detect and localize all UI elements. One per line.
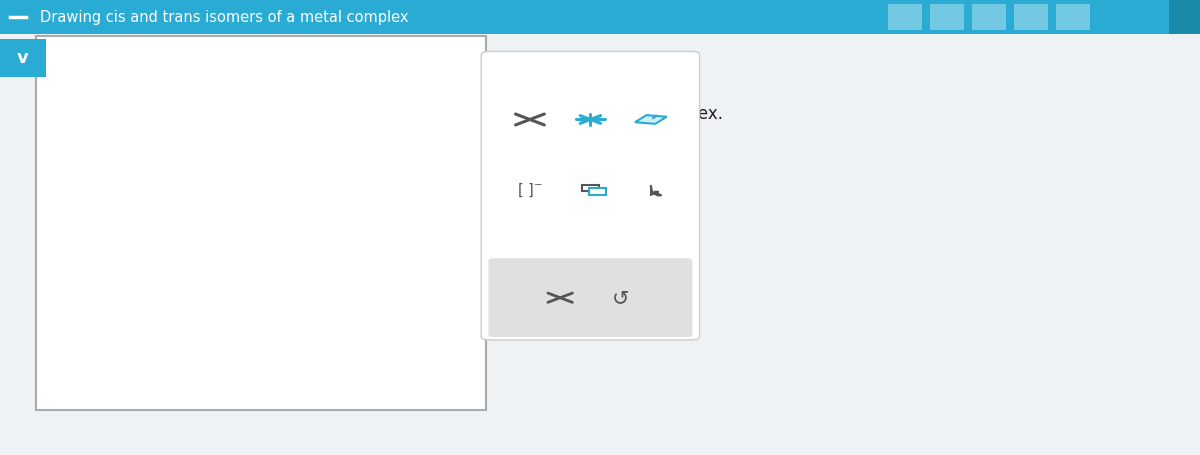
Bar bbox=[1169, 0, 1200, 34]
Bar bbox=[582, 185, 599, 191]
Text: $\left[\mathrm{CrCl_2(NH_3)_4}\right]^+$: $\left[\mathrm{CrCl_2(NH_3)_4}\right]^+$ bbox=[464, 102, 593, 125]
Text: trans: trans bbox=[120, 105, 169, 123]
Text: Drawing cis and trans isomers of a metal complex: Drawing cis and trans isomers of a metal… bbox=[40, 10, 408, 25]
Polygon shape bbox=[635, 115, 667, 124]
Polygon shape bbox=[650, 185, 661, 196]
Bar bbox=[972, 4, 1006, 30]
Text: isomer of the octahedral: isomer of the octahedral bbox=[178, 105, 392, 123]
Bar bbox=[1014, 4, 1048, 30]
Text: v: v bbox=[17, 49, 29, 67]
Text: [ ]$^{-}$: [ ]$^{-}$ bbox=[517, 181, 542, 199]
Bar bbox=[589, 188, 606, 195]
Bar bbox=[1056, 4, 1090, 30]
Bar bbox=[0, 0, 1200, 34]
Bar bbox=[930, 4, 964, 30]
Text: complex.: complex. bbox=[642, 105, 722, 123]
Text: ↺: ↺ bbox=[612, 288, 629, 308]
Bar bbox=[0, 39, 46, 77]
Bar bbox=[36, 36, 486, 410]
Bar bbox=[888, 4, 922, 30]
Text: Draw the: Draw the bbox=[36, 105, 118, 123]
FancyBboxPatch shape bbox=[488, 258, 692, 337]
FancyBboxPatch shape bbox=[481, 51, 700, 340]
